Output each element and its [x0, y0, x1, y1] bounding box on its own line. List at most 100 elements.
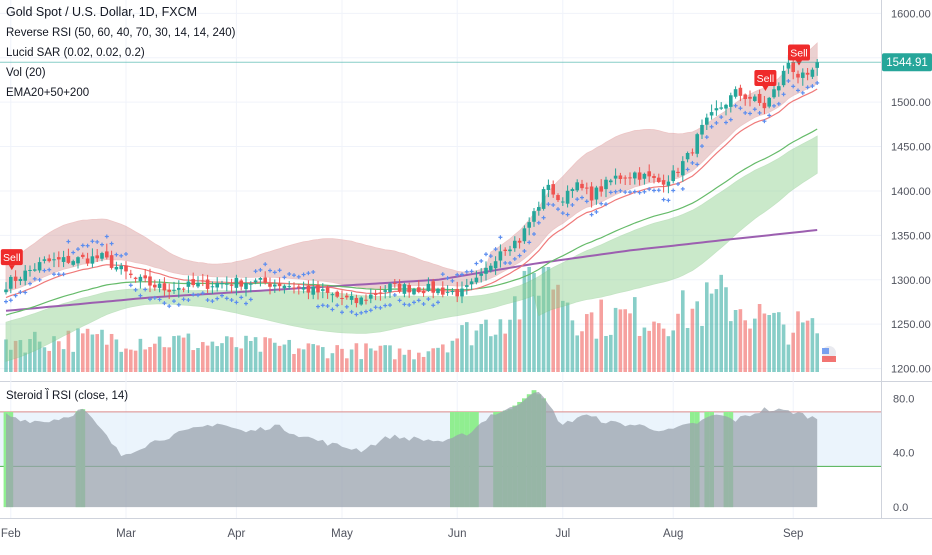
sar-marker: [800, 90, 805, 95]
candle: [66, 248, 71, 265]
indicator-legend-ema[interactable]: EMA20+50+200: [6, 87, 89, 99]
volume-bar: [335, 345, 339, 372]
volume-bar: [695, 301, 699, 372]
candle-body: [37, 262, 42, 271]
sar-marker: [719, 115, 724, 120]
candle-body: [345, 295, 349, 298]
volume-bar: [503, 333, 507, 372]
sar-marker: [28, 281, 32, 286]
candle-body: [738, 87, 743, 96]
sar-marker: [330, 307, 335, 312]
candle: [85, 252, 90, 267]
ema200-line: [5, 229, 818, 312]
sar-marker: [152, 295, 157, 300]
candle-body: [479, 273, 483, 276]
indicator-legend-reverse-rsi[interactable]: Reverse RSI (50, 60, 40, 70, 30, 14, 14,…: [6, 27, 236, 39]
candle-body: [321, 289, 325, 291]
candle-body: [690, 152, 695, 154]
volume-bar: [129, 349, 133, 372]
candle-body: [532, 211, 536, 222]
candle: [575, 179, 579, 193]
volume-bar: [244, 335, 248, 372]
candle: [580, 179, 584, 191]
volume-bar: [556, 284, 560, 372]
indicator-legend-vol[interactable]: Vol (20): [6, 67, 46, 79]
price-tick-label: 1300.00: [891, 275, 931, 287]
volume-bar: [273, 342, 277, 372]
sar-marker: [656, 188, 661, 193]
sar-marker: [167, 304, 172, 309]
candle: [301, 281, 306, 294]
candle: [455, 281, 459, 303]
candle-body: [297, 286, 301, 288]
candle-body: [445, 291, 450, 293]
candle: [109, 250, 114, 270]
candle: [719, 102, 723, 110]
sar-marker: [536, 220, 541, 225]
candle: [441, 281, 445, 298]
candle: [777, 82, 781, 97]
candle-body: [426, 283, 431, 291]
rsi-pane-title[interactable]: Steroid Ȉ RSI (close, 14): [6, 389, 128, 402]
candle-body: [383, 290, 387, 292]
candle-body: [748, 96, 752, 99]
candle-body: [441, 287, 445, 295]
candle-body: [618, 175, 623, 180]
rsi-tick-label: 80.0: [893, 393, 914, 405]
events-flag-icon[interactable]: [822, 346, 836, 362]
candle: [71, 259, 75, 267]
time-tick-label: Jul: [555, 528, 570, 540]
volume-bar: [565, 302, 570, 372]
candle-body: [249, 283, 253, 285]
candle-body: [589, 186, 594, 201]
sar-marker: [138, 293, 143, 298]
sar-marker: [479, 258, 484, 263]
sar-marker: [272, 270, 277, 275]
candle-body: [42, 259, 47, 261]
volume-bar: [709, 293, 714, 372]
candle-body: [373, 293, 378, 295]
candle-body: [753, 96, 757, 101]
candle-body: [143, 275, 147, 279]
price-tick-label: 1350.00: [891, 230, 931, 242]
volume-bar: [748, 328, 752, 372]
candle: [114, 261, 119, 272]
volume-bar: [599, 299, 603, 372]
candle-body: [330, 294, 335, 296]
candle-body: [628, 177, 632, 179]
sar-marker: [397, 298, 402, 303]
candle-body: [282, 285, 287, 289]
candle-body: [205, 279, 210, 289]
volume-bar: [570, 320, 575, 372]
candle: [225, 276, 229, 292]
candle: [479, 268, 483, 283]
candle-body: [340, 297, 344, 299]
volume-bar: [268, 338, 272, 372]
sar-marker: [95, 239, 100, 244]
candle-body: [613, 175, 618, 179]
sar-marker: [4, 299, 8, 304]
volume-bar: [42, 347, 47, 372]
rsi-area: [6, 392, 818, 508]
symbol-title[interactable]: Gold Spot / U.S. Dollar, 1D, FXCM: [6, 5, 197, 19]
sar-marker: [541, 215, 546, 220]
candle: [733, 86, 738, 99]
sar-marker: [546, 202, 551, 207]
indicator-legend-lucid-sar[interactable]: Lucid SAR (0.02, 0.02, 0.2): [6, 47, 145, 59]
candle: [565, 185, 570, 208]
candle-body: [417, 287, 421, 293]
candle-body: [109, 255, 114, 268]
volume-bar: [469, 345, 474, 372]
volume-bar: [450, 340, 455, 372]
volume-bar: [743, 320, 747, 372]
candle-body: [724, 104, 728, 109]
candle-body: [676, 171, 680, 173]
volume-bar: [575, 335, 579, 372]
volume-bar: [373, 350, 378, 372]
volume-bar: [201, 342, 205, 372]
volume-bar: [661, 328, 666, 372]
candle: [42, 256, 47, 264]
sar-marker: [455, 272, 460, 277]
sar-marker: [690, 160, 695, 165]
